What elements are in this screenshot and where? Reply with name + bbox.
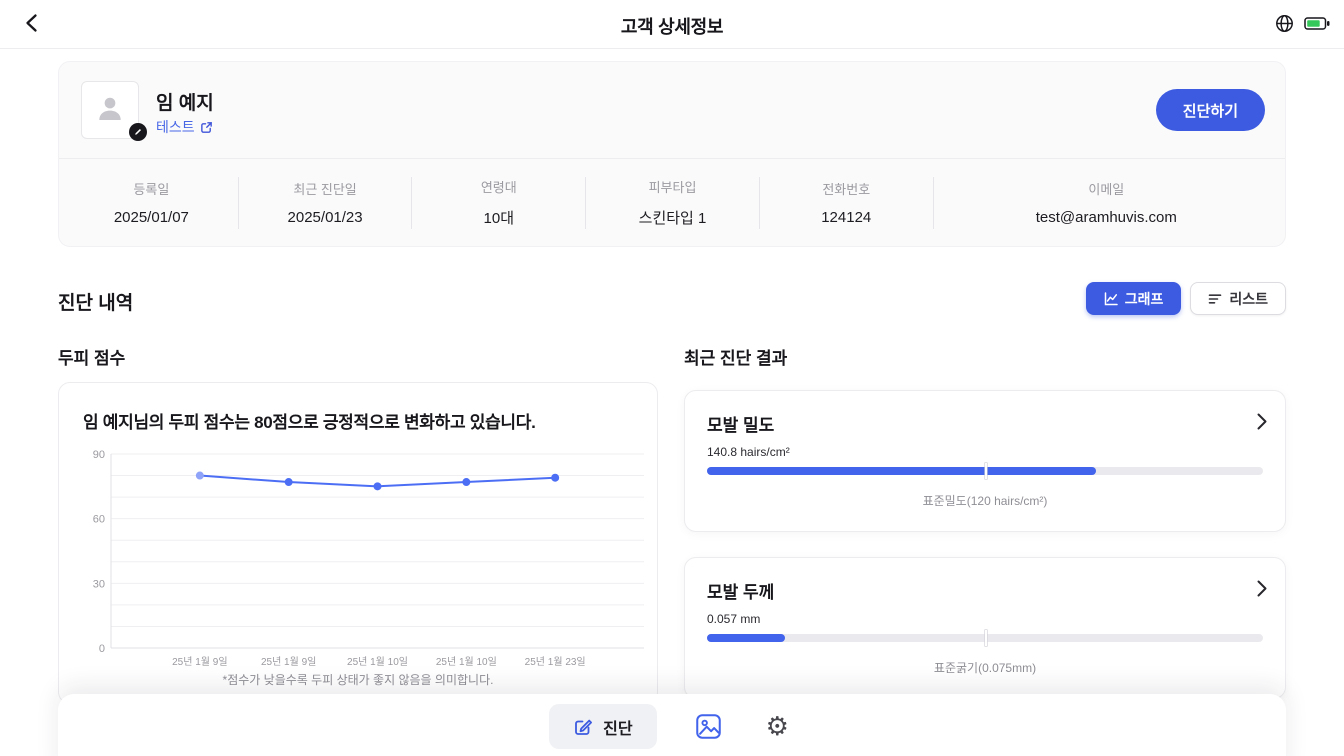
result-standard-label: 표준굵기(0.075mm) [933, 661, 1037, 675]
svg-text:25년 1월 10일: 25년 1월 10일 [347, 656, 408, 668]
view-toggle: 그래프 리스트 [1085, 282, 1286, 315]
gallery-button[interactable] [689, 704, 728, 749]
status-icons [1275, 14, 1330, 33]
line-chart-icon [1104, 291, 1118, 306]
customer-name: 임 예지 [156, 93, 214, 114]
scalp-score-card: 임 예지님의 두피 점수는 80점으로 긍정적으로 변화하고 있습니다. 0 30… [58, 382, 658, 704]
svg-text:30: 30 [93, 578, 105, 590]
settings-button[interactable]: ⚙ [760, 704, 795, 749]
tab-list[interactable]: 리스트 [1190, 282, 1286, 315]
field-label: 전화번호 [822, 182, 871, 197]
svg-text:25년 1월 9일: 25년 1월 9일 [261, 656, 316, 668]
standard-marker [985, 630, 987, 646]
field-value: 스킨타입 1 [638, 210, 707, 227]
field-label: 등록일 [133, 182, 170, 197]
result-card-hair-density[interactable]: 모발 밀도 140.8 hairs/cm² 표준밀도(120 hairs/cm²… [684, 390, 1286, 532]
chevron-left-icon [21, 12, 43, 37]
chevron-right-icon[interactable] [1257, 413, 1267, 435]
profile-fields: 등록일 2025/01/07 최근 진단일 2025/01/23 연령대 10대… [59, 158, 1285, 246]
svg-text:25년 1월 9일: 25년 1월 9일 [172, 656, 227, 668]
field-value: test@aramhuvis.com [1035, 209, 1177, 226]
field-value: 10대 [483, 210, 515, 227]
history-section-title: 진단 내역 [58, 293, 134, 314]
result-progress-bar [707, 463, 1263, 479]
chart-footnote: *점수가 낮을수록 두피 상태가 좋지 않음을 의미합니다. [222, 673, 494, 687]
customer-tag-label: 테스트 [156, 119, 195, 135]
customer-profile-card: 임 예지 테스트 진단하기 등록일 2025/01/07 최근 진단일 2025… [58, 61, 1286, 247]
result-title: 모발 두께 [707, 583, 775, 602]
field-label: 연령대 [480, 180, 517, 195]
field-phone: 전화번호 124124 [760, 176, 934, 229]
back-button[interactable] [16, 10, 48, 38]
gear-icon: ⚙ [765, 711, 789, 742]
result-progress-bar [707, 630, 1263, 646]
field-label: 이메일 [1088, 182, 1125, 197]
result-card-hair-thickness[interactable]: 모발 두께 0.057 mm 표준굵기(0.075mm) [684, 557, 1286, 699]
result-value: 140.8 hairs/cm² [707, 445, 790, 459]
globe-icon[interactable] [1275, 14, 1294, 33]
field-label: 최근 진단일 [293, 182, 357, 197]
svg-text:60: 60 [93, 514, 105, 526]
standard-marker [985, 463, 987, 479]
field-registered-date: 등록일 2025/01/07 [65, 176, 239, 229]
svg-text:90: 90 [93, 449, 105, 461]
scalp-score-title: 두피 점수 [58, 349, 126, 368]
edit-avatar-badge[interactable] [129, 123, 147, 141]
field-age-group: 연령대 10대 [412, 176, 587, 229]
scalp-score-message: 임 예지님의 두피 점수는 80점으로 긍정적으로 변화하고 있습니다. [83, 413, 536, 432]
list-icon [1208, 292, 1222, 306]
image-icon [695, 713, 722, 740]
tab-graph[interactable]: 그래프 [1085, 282, 1182, 315]
svg-text:25년 1월 23일: 25년 1월 23일 [525, 656, 586, 668]
svg-text:25년 1월 10일: 25년 1월 10일 [436, 656, 497, 668]
battery-icon [1304, 16, 1330, 31]
field-last-diagnosis-date: 최근 진단일 2025/01/23 [239, 176, 413, 229]
edit-square-icon [573, 716, 594, 737]
tab-list-label: 리스트 [1229, 290, 1268, 307]
field-skin-type: 피부타입 스킨타입 1 [586, 176, 760, 229]
field-value: 124124 [821, 209, 872, 226]
field-value: 2025/01/23 [287, 209, 363, 226]
result-progress-fill [707, 634, 785, 642]
external-link-icon [200, 121, 213, 134]
result-title: 모발 밀도 [707, 416, 775, 435]
header: 고객 상세정보 [0, 0, 1344, 49]
field-label: 피부타입 [648, 180, 697, 195]
field-email: 이메일 test@aramhuvis.com [934, 177, 1279, 229]
diagnose-button[interactable]: 진단하기 [1155, 89, 1265, 131]
svg-text:0: 0 [99, 643, 105, 655]
result-progress-fill [707, 467, 1097, 475]
result-value: 0.057 mm [707, 612, 761, 626]
result-standard-label: 표준밀도(120 hairs/cm²) [922, 494, 1048, 508]
diagnose-action-label: 진단 [603, 720, 633, 738]
chevron-right-icon[interactable] [1257, 580, 1267, 602]
pencil-icon [134, 123, 143, 141]
recent-results-title: 최근 진단 결과 [684, 349, 788, 368]
page-title: 고객 상세정보 [620, 17, 724, 37]
diagnose-action-button[interactable]: 진단 [549, 704, 657, 749]
person-icon [94, 92, 126, 129]
customer-tag-link[interactable]: 테스트 [156, 117, 213, 137]
field-value: 2025/01/07 [113, 209, 189, 226]
bottom-action-bar: 진단 ⚙ [58, 694, 1286, 756]
tab-graph-label: 그래프 [1124, 290, 1164, 307]
scalp-score-chart: 0 30 60 90 25년 1월 9일 25년 1월 9일 25년 1월 10일 25년 1… [93, 449, 644, 668]
